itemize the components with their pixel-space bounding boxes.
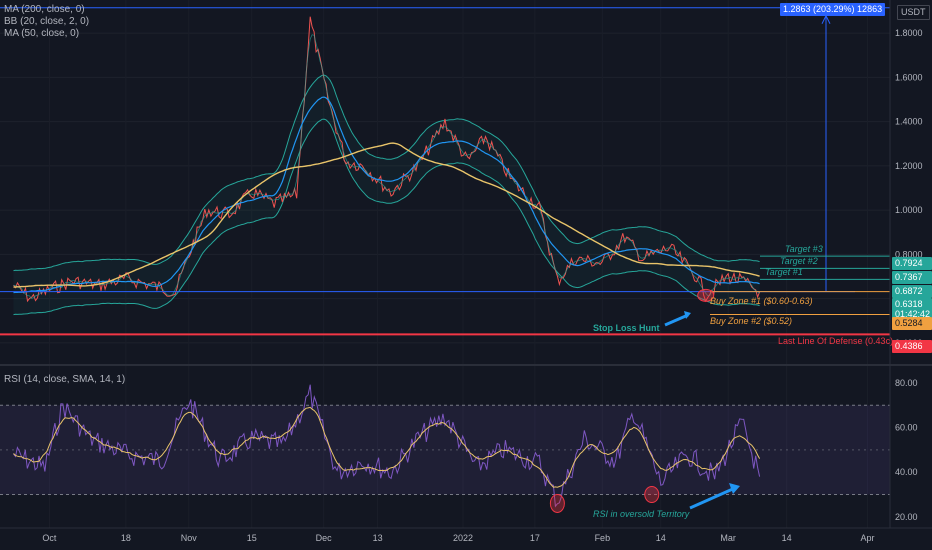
stop-loss-arrow	[664, 313, 689, 327]
stop-loss-circle	[697, 288, 715, 302]
time-tick-label: Feb	[595, 533, 611, 543]
series-layer	[13, 16, 761, 508]
rsi-tick-label: 20.00	[895, 512, 918, 522]
time-tick-label: Oct	[42, 533, 57, 543]
time-tick-label: 17	[530, 533, 540, 543]
price-tick-label: 1.8000	[895, 28, 923, 38]
rsi-line	[13, 384, 761, 508]
legend-ma50[interactable]: MA (50, close, 0)	[4, 28, 80, 39]
level-label: Target #2	[780, 256, 818, 267]
price-tick-label: 1.0000	[895, 205, 923, 215]
level-label: Buy Zone #1 ($0.60-0.63)	[710, 295, 813, 306]
price-tick-label: 0.8000	[895, 249, 923, 259]
ma50-line	[13, 96, 760, 294]
level-label: Target #1	[765, 267, 803, 278]
indicator-legend: MA (200, close, 0) BB (20, close, 2, 0) …	[4, 4, 89, 40]
time-tick-label: Mar	[720, 533, 736, 543]
price-tag: 0.5284	[892, 317, 932, 330]
measure-label: 1.2863 (203.29%) 12863	[780, 3, 886, 16]
rsi-tick-label: 40.00	[895, 467, 918, 477]
time-tick-label: 18	[121, 533, 131, 543]
grid	[0, 32, 890, 344]
price-tag: 0.7924	[892, 257, 932, 270]
level-label: Buy Zone #2 ($0.52)	[710, 316, 793, 327]
price-tag: 0.7367	[892, 271, 932, 284]
time-tick-label: 14	[656, 533, 666, 543]
rsi-low-circle-1	[549, 493, 565, 513]
stop-loss-annotation: Stop Loss Hunt	[593, 323, 660, 333]
oversold-arrowhead	[729, 483, 740, 494]
time-tick-label: 14	[782, 533, 792, 543]
markers	[549, 288, 740, 513]
price-tick-label: 1.2000	[895, 161, 923, 171]
oversold-annotation: RSI in oversold Territory	[593, 509, 690, 519]
price-line-up	[13, 34, 760, 299]
stop-loss-arrowhead	[684, 311, 691, 319]
rsi-sma-line	[13, 406, 761, 488]
price-tag: 0.4386	[892, 340, 932, 353]
time-tick-label: Nov	[181, 533, 198, 543]
time-tick-label: 13	[373, 533, 383, 543]
bb-fill	[13, 75, 760, 315]
time-tick-label: 2022	[453, 533, 473, 543]
level-label: Target #3	[785, 244, 823, 255]
rsi-low-circle-2	[644, 486, 660, 504]
currency-button[interactable]: USDT	[897, 5, 930, 20]
rsi-tick-label: 60.00	[895, 423, 918, 433]
oversold-arrow	[689, 486, 736, 510]
rsi-tick-label: 80.00	[895, 378, 918, 388]
bb-lower-line	[13, 118, 760, 316]
price-tick-label: 1.4000	[895, 117, 923, 127]
price-tag: 0.6872	[892, 285, 932, 298]
level-label: Last Line Of Defense (0.43c)	[778, 336, 894, 347]
time-tick-label: 15	[247, 533, 257, 543]
legend-ma200[interactable]: MA (200, close, 0)	[4, 4, 85, 15]
legend-bb[interactable]: BB (20, close, 2, 0)	[4, 16, 90, 27]
price-tag: 0.6318	[892, 298, 932, 311]
time-tick-label: Apr	[861, 533, 875, 543]
ma200-line	[13, 142, 760, 288]
time-tick-label: Dec	[316, 533, 333, 543]
bb-upper-line	[13, 74, 760, 272]
rsi-band	[0, 404, 890, 496]
price-tick-label: 1.6000	[895, 72, 923, 82]
rsi-legend[interactable]: RSI (14, close, SMA, 14, 1)	[4, 374, 126, 385]
